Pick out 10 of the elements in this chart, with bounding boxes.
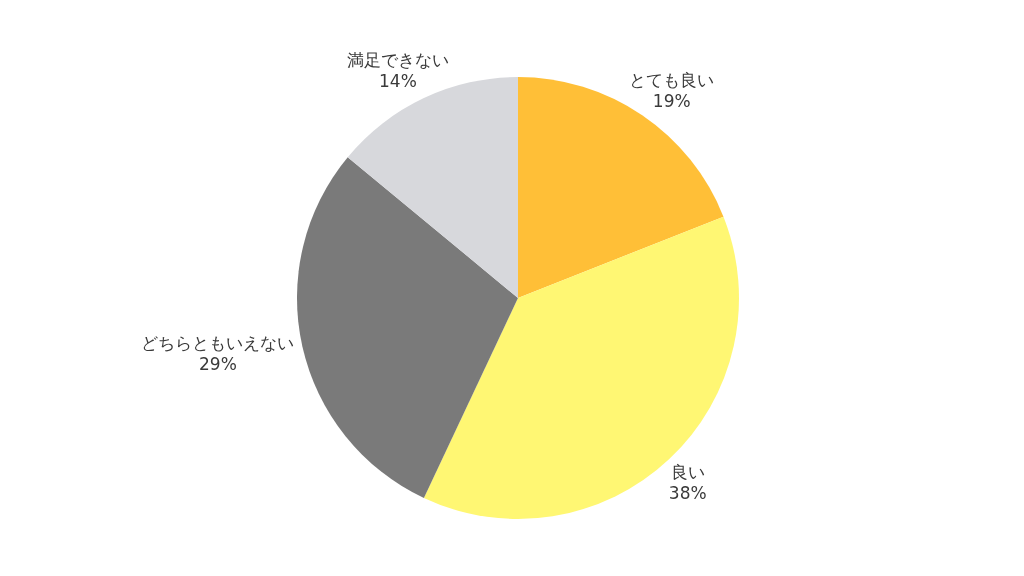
slice-label: とても良い [629, 69, 715, 90]
data-label: 19% [652, 90, 691, 111]
slice-label: どちらともいえない [141, 332, 295, 353]
data-label: 14% [379, 70, 417, 91]
pie-slice [423, 216, 739, 519]
slice-label: 満足できない [346, 49, 449, 70]
pie-slice [297, 157, 518, 498]
slice-label: 良い [670, 461, 705, 482]
data-label: 38% [668, 482, 707, 503]
data-label: 29% [199, 353, 237, 374]
